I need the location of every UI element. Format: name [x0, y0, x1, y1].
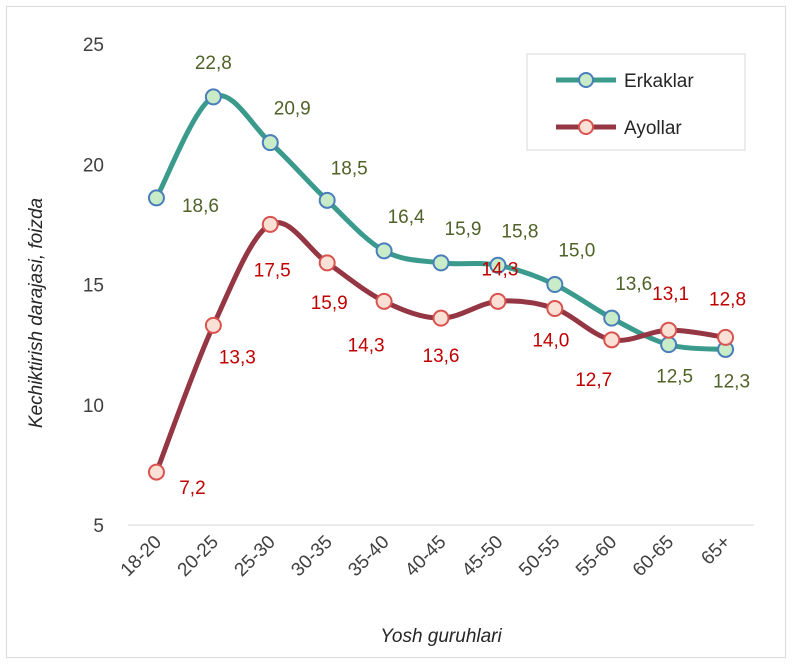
y-tick-label: 5	[93, 516, 104, 537]
y-tick-label: 20	[83, 155, 104, 176]
data-point-ayollar	[318, 254, 336, 272]
y-tick-label: 10	[83, 396, 104, 417]
x-tick-label: 20-25	[174, 532, 223, 581]
data-label-ayollar: 13,3	[219, 347, 256, 368]
data-label-erkaklar: 18,5	[331, 158, 368, 179]
data-label-erkaklar: 18,6	[182, 196, 219, 217]
x-tick-label: 45-50	[458, 532, 507, 581]
x-axis-title: Yosh guruhlari	[380, 626, 502, 647]
data-label-ayollar: 17,5	[254, 260, 291, 281]
data-point-erkaklar	[261, 134, 279, 152]
data-label-erkaklar: 12,3	[713, 371, 750, 392]
data-label-erkaklar: 15,0	[558, 241, 595, 262]
data-point-ayollar	[432, 309, 450, 327]
x-tick-label: 50-55	[515, 532, 564, 581]
x-axis-ticks: 18-20 20-25 25-30 30-35 35-40 40-45 45-50 50-55…	[117, 532, 735, 581]
x-tick-label: 35-40	[344, 532, 393, 581]
legend-label-ayollar: Ayollar	[624, 118, 682, 139]
y-axis-title: Kechiktirish darajasi, foizda	[26, 198, 47, 428]
data-point-ayollar	[717, 328, 735, 346]
x-tick-label: 18-20	[117, 532, 166, 581]
data-label-erkaklar: 22,8	[195, 53, 232, 74]
data-point-ayollar	[147, 463, 165, 481]
data-point-erkaklar	[204, 88, 222, 106]
data-point-ayollar	[546, 300, 564, 318]
y-tick-label: 15	[83, 276, 104, 297]
data-label-ayollar: 12,8	[709, 289, 746, 310]
legend-marker-ayollar	[578, 119, 594, 135]
data-label-erkaklar: 16,4	[388, 207, 425, 228]
data-label-erkaklar: 15,9	[445, 219, 482, 240]
data-point-ayollar	[204, 316, 222, 334]
data-point-ayollar	[603, 331, 621, 349]
data-label-ayollar: 14,0	[532, 331, 569, 352]
x-tick-label: 65+	[697, 532, 735, 570]
data-point-erkaklar	[660, 336, 678, 354]
x-tick-label: 55-60	[572, 532, 621, 581]
data-point-erkaklar	[318, 191, 336, 209]
data-point-erkaklar	[432, 254, 450, 272]
data-label-ayollar: 7,2	[179, 478, 205, 499]
data-label-erkaklar: 15,8	[501, 221, 538, 242]
x-tick-label: 60-65	[629, 532, 678, 581]
data-label-ayollar: 13,1	[652, 284, 689, 305]
data-point-ayollar	[660, 321, 678, 339]
series-layer	[147, 88, 735, 481]
data-point-ayollar	[489, 292, 507, 310]
data-point-ayollar	[261, 215, 279, 233]
data-label-erkaklar: 13,6	[615, 274, 652, 295]
data-label-ayollar: 12,7	[575, 370, 612, 391]
data-label-erkaklar: 12,5	[656, 367, 693, 388]
data-label-ayollar: 13,6	[423, 346, 460, 367]
legend-label-erkaklar: Erkaklar	[624, 71, 694, 92]
data-labels-layer: 18,6 22,8 20,9 18,5 16,4 15,9 15,8 15,0 13,6 12,5…	[179, 53, 750, 499]
data-label-ayollar: 15,9	[311, 293, 348, 314]
data-point-ayollar	[375, 292, 393, 310]
data-point-erkaklar	[489, 256, 507, 274]
data-label-ayollar: 14,3	[481, 259, 518, 280]
data-label-ayollar: 14,3	[348, 335, 385, 356]
data-point-erkaklar	[375, 242, 393, 260]
y-tick-label: 25	[83, 35, 104, 56]
data-point-erkaklar	[546, 276, 564, 293]
legend-box	[526, 53, 746, 151]
data-point-erkaklar	[147, 189, 165, 207]
y-axis-ticks: 5 10 15 20 25	[83, 35, 104, 537]
x-tick-label: 25-30	[231, 532, 280, 581]
legend: Erkaklar Ayollar	[526, 53, 746, 151]
x-tick-label: 30-35	[287, 532, 336, 581]
data-label-erkaklar: 20,9	[274, 99, 311, 120]
legend-marker-erkaklar	[578, 72, 594, 88]
data-point-erkaklar	[603, 309, 621, 327]
x-tick-label: 40-45	[401, 532, 450, 581]
